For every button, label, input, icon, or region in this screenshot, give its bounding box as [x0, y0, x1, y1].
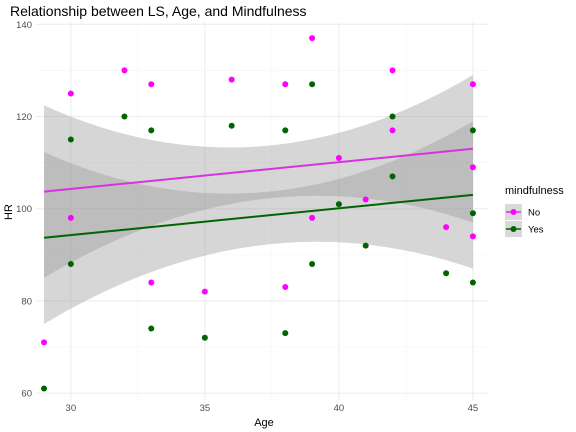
data-point-yes	[121, 113, 128, 120]
confidence-bands	[44, 75, 473, 324]
data-point-no	[309, 35, 316, 42]
data-point-no	[469, 81, 476, 88]
data-point-no	[67, 90, 74, 97]
legend-label-no: No	[528, 208, 540, 219]
y-tick-label: 120	[16, 112, 32, 123]
confidence-band-no	[44, 75, 473, 278]
x-tick-label: 40	[334, 403, 345, 414]
x-axis-label: Age	[254, 417, 274, 429]
data-point-no	[469, 233, 476, 240]
fit-line-yes	[43, 193, 474, 239]
data-point-yes	[309, 81, 316, 88]
x-tick-labels: 30 35 40 45	[66, 403, 479, 414]
data-point-no	[148, 81, 155, 88]
data-point-no	[67, 214, 74, 221]
data-points	[41, 35, 476, 392]
y-tick-label: 60	[21, 389, 32, 400]
data-point-no	[389, 67, 396, 74]
data-point-yes	[469, 279, 476, 286]
data-point-no	[201, 288, 208, 295]
y-tick-label: 80	[21, 296, 32, 307]
data-point-yes	[67, 261, 74, 268]
data-point-yes	[282, 330, 289, 337]
data-point-no	[121, 67, 128, 74]
legend-marker-no	[510, 209, 517, 215]
legend-items: No Yes	[505, 204, 544, 237]
x-tick-label: 35	[200, 403, 211, 414]
data-point-yes	[67, 136, 74, 143]
y-tick-label: 100	[16, 204, 32, 215]
legend: mindfulness No Yes	[505, 185, 564, 237]
data-point-no	[389, 127, 396, 134]
data-point-no	[148, 279, 155, 286]
y-axis-label: HR	[3, 204, 15, 220]
y-tick-labels: 60 80 100 120 140	[16, 20, 32, 400]
x-tick-label: 45	[468, 403, 479, 414]
data-point-yes	[389, 173, 396, 180]
data-point-yes	[228, 122, 235, 129]
data-point-no	[228, 76, 235, 83]
data-point-no	[309, 214, 316, 221]
data-point-yes	[282, 127, 289, 134]
x-tick-label: 30	[66, 403, 77, 414]
data-point-yes	[469, 210, 476, 217]
legend-marker-yes	[510, 226, 517, 232]
data-point-yes	[362, 242, 369, 249]
data-point-yes	[443, 270, 450, 277]
data-point-yes	[389, 113, 396, 120]
data-point-yes	[148, 127, 155, 134]
data-point-no	[335, 154, 342, 161]
confidence-band-yes	[44, 121, 473, 324]
data-point-no	[469, 164, 476, 171]
data-point-yes	[41, 385, 48, 392]
data-point-no	[41, 339, 48, 346]
data-point-no	[362, 196, 369, 203]
data-point-yes	[148, 325, 155, 332]
data-point-yes	[309, 261, 316, 268]
data-point-yes	[469, 127, 476, 134]
data-point-no	[282, 284, 289, 291]
chart-title: Relationship between LS, Age, and Mindfu…	[10, 3, 307, 19]
legend-title: mindfulness	[505, 185, 564, 197]
fit-line-no	[43, 147, 474, 193]
data-point-yes	[201, 334, 208, 341]
y-tick-label: 140	[16, 20, 32, 31]
legend-label-yes: Yes	[528, 225, 544, 236]
data-point-no	[443, 224, 450, 231]
data-point-no	[282, 81, 289, 88]
fit-lines	[43, 147, 474, 239]
data-point-yes	[335, 201, 342, 208]
